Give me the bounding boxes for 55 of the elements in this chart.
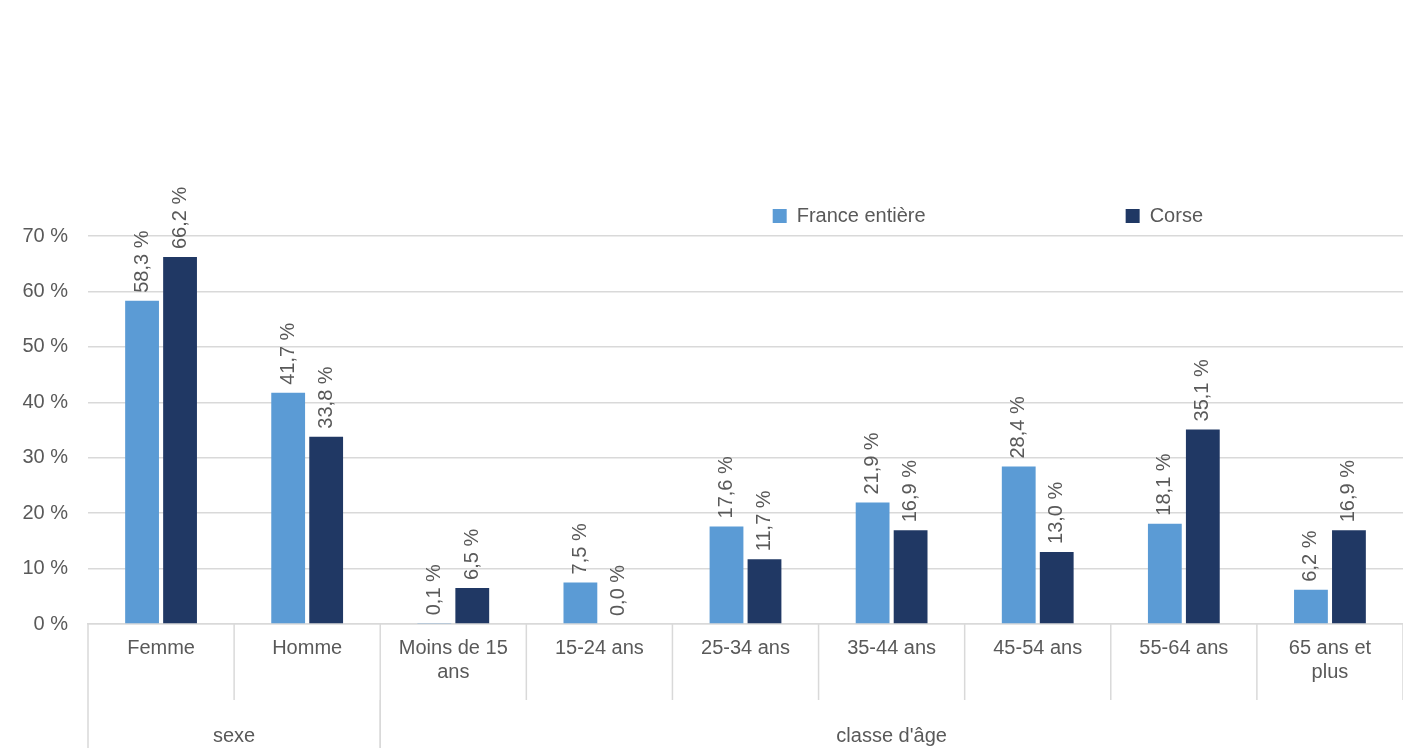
data-label: 17,6 % [714,455,737,519]
x-tick-label: 45-54 ans [993,635,1083,658]
legend-label: France entière [796,203,926,226]
bar [709,526,744,624]
x-tick-label: 65 ans et plus [1288,635,1372,682]
bar [747,559,782,624]
x-tick-label: Femme [127,635,195,658]
bar [309,436,344,624]
data-label: 28,4 % [1006,396,1029,459]
data-label: 66,2 % [167,186,190,250]
data-label: 18,1 % [1152,453,1175,516]
bar [1294,589,1328,624]
x-tick-label: Moins de 15 ans [398,635,508,682]
bar [1332,530,1366,624]
y-tick-label: 30 % [22,445,69,468]
text: classe d'âge [836,723,947,746]
data-label: 21,9 % [860,432,883,495]
bar [125,300,159,624]
bar [893,530,928,624]
data-label: 0,1 % [421,563,444,616]
bar [1185,429,1220,624]
bar [563,582,598,624]
data-label: 0,0 % [605,564,628,616]
legend-label: Corse [1149,203,1204,226]
y-tick-label: 60 % [22,278,69,301]
x-tick-label: 35-44 ans [847,635,937,658]
data-label: 6,5 % [459,528,482,580]
bar [855,502,890,624]
data-label: 11,7 % [752,490,775,552]
y-tick-label: 70 % [22,223,69,246]
bar [163,257,197,624]
y-tick-label: 40 % [22,389,69,412]
bar [271,392,306,624]
x-tick-label: 25-34 ans [701,635,790,658]
bar [455,587,490,624]
bar [1039,551,1074,624]
data-label: 35,1 % [1190,358,1213,422]
data-label: 6,2 % [1298,530,1321,582]
y-tick-label: 10 % [22,556,69,579]
data-label: 33,8 % [313,366,336,429]
bar [1147,523,1182,624]
data-label: 16,9 % [1336,459,1359,523]
data-label: 41,7 % [275,322,298,385]
y-tick-label: 20 % [22,500,69,523]
data-label: 13,0 % [1044,481,1067,544]
x-tick-label: Homme [272,635,343,658]
text: sexe [212,723,256,746]
y-tick-label: 50 % [22,334,69,357]
data-label: 7,5 % [567,523,590,575]
y-tick-label: 0 % [33,611,69,634]
data-label: 58,3 % [129,230,152,293]
data-label: 16,9 % [898,459,921,523]
x-tick-label: 15-24 ans [554,635,644,658]
bar [1001,466,1036,624]
x-tick-label: 55-64 ans [1139,635,1229,658]
